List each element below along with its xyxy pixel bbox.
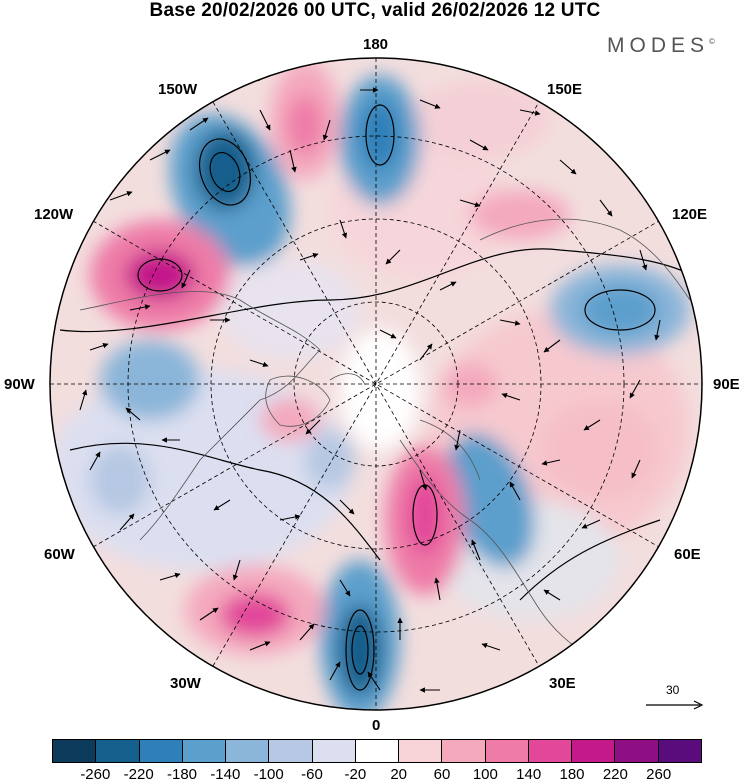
lon-label-60e: 60E bbox=[674, 546, 701, 563]
colorbar-tick-label: -100 bbox=[253, 766, 284, 783]
wind-vectors bbox=[79, 87, 661, 693]
colorbar-swatch bbox=[572, 740, 616, 762]
colorbar bbox=[52, 739, 702, 763]
lon-label-150w: 150W bbox=[158, 81, 198, 98]
lon-label-150e: 150E bbox=[547, 81, 583, 98]
colorbar-swatch bbox=[658, 740, 701, 762]
lon-label-90w: 90W bbox=[4, 376, 35, 393]
colorbar-tick-label: 140 bbox=[516, 766, 542, 783]
colorbar-swatch bbox=[615, 740, 659, 762]
colorbar-tick-label: -260 bbox=[80, 766, 111, 783]
colorbar-tick-label: -60 bbox=[301, 766, 323, 783]
lon-label-30e: 30E bbox=[549, 675, 576, 692]
lon-label-120e: 120E bbox=[672, 206, 708, 223]
colorbar-tick-label: 260 bbox=[646, 766, 672, 783]
colorbar-tick-label: -220 bbox=[123, 766, 154, 783]
lon-label-90e: 90E bbox=[713, 376, 740, 393]
colorbar-tick-label: 20 bbox=[390, 766, 407, 783]
map-field bbox=[50, 58, 702, 710]
lon-label-0: 0 bbox=[372, 717, 381, 734]
modes-logo: MODES© bbox=[607, 34, 715, 58]
anomaly-shading bbox=[50, 60, 690, 710]
lon-label-60w: 60W bbox=[44, 546, 75, 563]
graticule bbox=[50, 58, 702, 710]
colorbar-tick-label: 220 bbox=[602, 766, 628, 783]
colorbar-swatch bbox=[442, 740, 486, 762]
colorbar-ticks: -260 -220 -180 -140 -100 -60 -20 20 60 100 140 180 2… bbox=[52, 766, 702, 783]
brand-text: MODES bbox=[607, 34, 710, 57]
colorbar-swatch bbox=[312, 740, 356, 762]
colorbar-swatch bbox=[269, 740, 313, 762]
colorbar-tick-label: 180 bbox=[559, 766, 585, 783]
colorbar-tick-label: -140 bbox=[210, 766, 241, 783]
lon-label-180: 180 bbox=[363, 36, 389, 53]
brand-mark: © bbox=[709, 37, 715, 46]
colorbar-swatch bbox=[182, 740, 227, 762]
colorbar-swatch bbox=[485, 740, 529, 762]
lon-label-30w: 30W bbox=[170, 675, 201, 692]
colorbar-tick-label: -180 bbox=[166, 766, 198, 783]
colorbar-swatch bbox=[355, 740, 400, 762]
colorbar-tick-label: -20 bbox=[344, 766, 367, 783]
colorbar-swatch bbox=[226, 740, 270, 762]
colorbar-swatch bbox=[399, 740, 443, 762]
vector-reference-arrow bbox=[646, 700, 704, 710]
height-contours bbox=[59, 79, 701, 691]
map-boundary bbox=[49, 57, 703, 711]
colorbar-swatch bbox=[528, 740, 573, 762]
colorbar-tick-label: 100 bbox=[472, 766, 498, 783]
vector-reference-value: 30 bbox=[666, 683, 680, 697]
colorbar-swatch bbox=[139, 740, 183, 762]
colorbar-swatch bbox=[53, 740, 97, 762]
colorbar-swatch bbox=[96, 740, 140, 762]
lon-label-120w: 120W bbox=[34, 206, 74, 223]
map-title: Base 20/02/2026 00 UTC, valid 26/02/2026… bbox=[149, 0, 601, 21]
colorbar-tick-label: 60 bbox=[433, 766, 451, 783]
